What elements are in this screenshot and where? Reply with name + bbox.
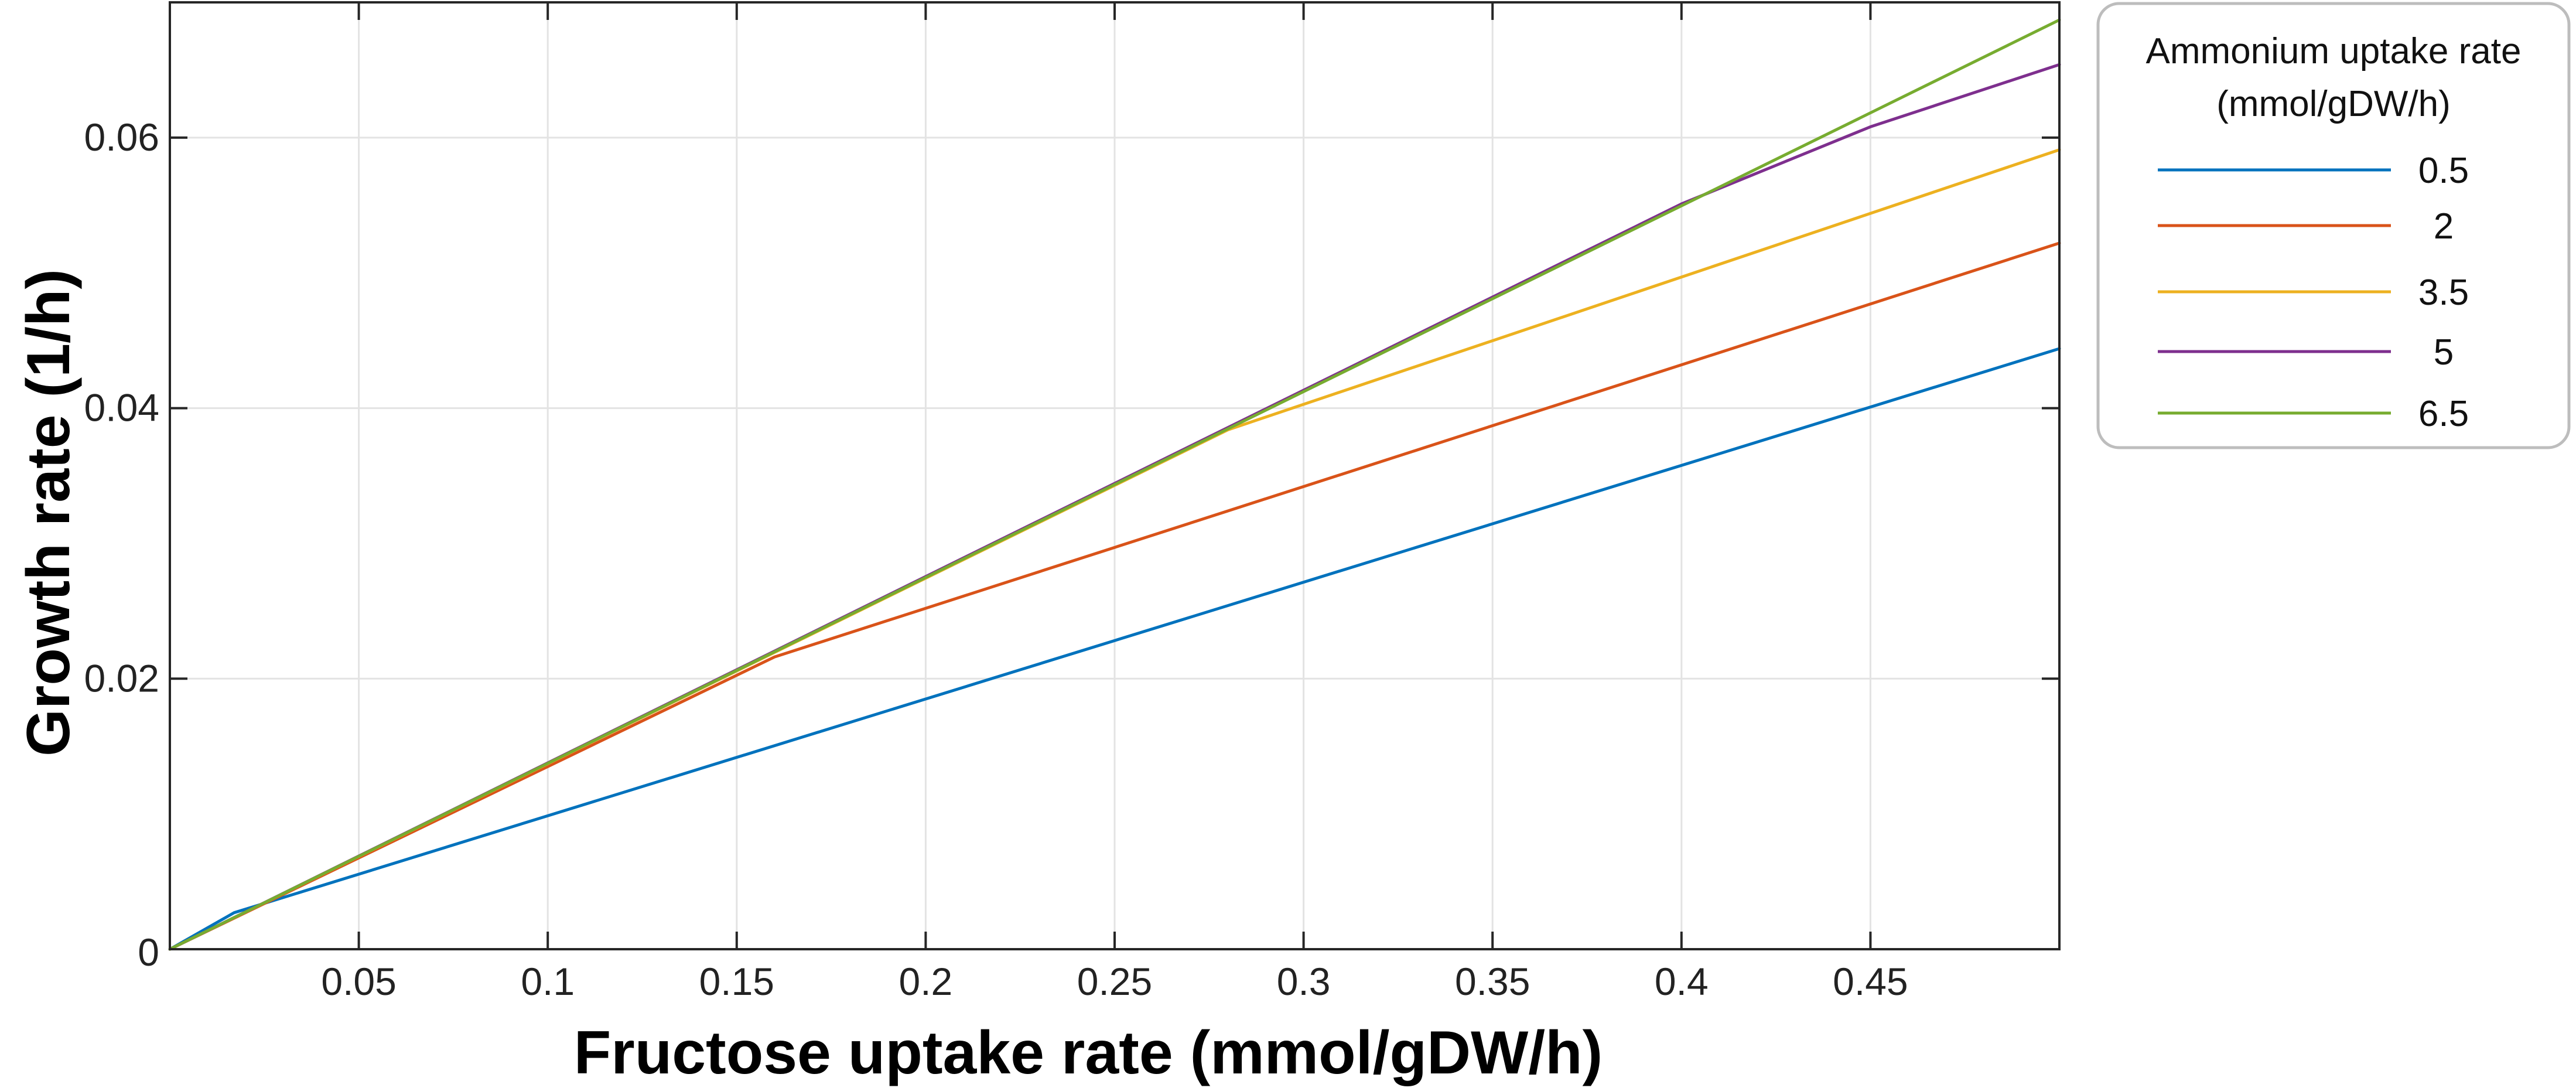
legend-label-0-5: 0.5 (2418, 151, 2469, 191)
x-tick-label: 0.15 (699, 960, 774, 1003)
series-lines (168, 18, 2061, 951)
y-axis-tick-labels: 0 0.02 0.04 0.06 (84, 115, 159, 974)
legend-label-2: 2 (2434, 206, 2454, 247)
x-tick-label: 0.4 (1655, 960, 1709, 1003)
legend-label-3-5: 3.5 (2418, 272, 2469, 313)
legend: Ammonium uptake rate (mmol/gDW/h) 0.5 2 3.… (2096, 2, 2571, 449)
x-tick-label: 0.05 (321, 960, 396, 1003)
x-tick-label: 0.1 (521, 960, 575, 1003)
legend-entries: 0.5 2 3.5 5 6.5 (2158, 151, 2469, 434)
series-line-6-5 (168, 18, 2061, 951)
x-tick-label: 0.35 (1455, 960, 1530, 1003)
axis-ticks (170, 2, 2059, 949)
legend-title-line-1: Ammonium uptake rate (2146, 31, 2522, 71)
legend-label-6-5: 6.5 (2418, 394, 2469, 434)
x-tick-label: 0.45 (1833, 960, 1908, 1003)
y-tick-label: 0.06 (84, 115, 159, 159)
x-tick-label: 0.3 (1277, 960, 1331, 1003)
legend-title-line-2: (mmol/gDW/h) (2216, 84, 2451, 124)
legend-label-5: 5 (2434, 332, 2454, 373)
y-axis-title: Growth rate (1/h) (15, 269, 83, 756)
x-axis-title: Fructose uptake rate (mmol/gDW/h) (574, 1019, 1603, 1087)
y-tick-label: 0.04 (84, 386, 159, 429)
x-tick-label: 0.2 (899, 960, 953, 1003)
x-axis-tick-labels: 0.05 0.1 0.15 0.2 0.25 0.3 0.35 0.4 0.45 (321, 960, 1908, 1003)
x-tick-label: 0.25 (1077, 960, 1152, 1003)
y-tick-label: 0.02 (84, 656, 159, 700)
grid-lines (170, 2, 2059, 949)
y-tick-label: 0 (138, 930, 159, 974)
